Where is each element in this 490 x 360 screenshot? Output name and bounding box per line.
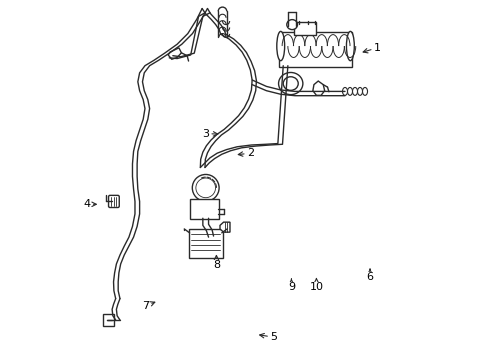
Text: 5: 5: [260, 332, 277, 342]
Polygon shape: [313, 81, 325, 95]
Text: 7: 7: [142, 301, 155, 311]
Ellipse shape: [347, 87, 352, 95]
Ellipse shape: [358, 87, 363, 95]
Polygon shape: [168, 48, 181, 59]
Ellipse shape: [279, 72, 303, 95]
Text: 3: 3: [202, 129, 218, 139]
FancyBboxPatch shape: [190, 199, 220, 219]
Ellipse shape: [346, 31, 354, 61]
Text: 8: 8: [213, 256, 220, 270]
Text: 4: 4: [84, 199, 97, 209]
Ellipse shape: [363, 87, 368, 95]
FancyBboxPatch shape: [109, 195, 119, 207]
Text: 2: 2: [238, 148, 254, 158]
FancyBboxPatch shape: [189, 229, 223, 257]
Ellipse shape: [287, 19, 297, 30]
Text: 6: 6: [367, 269, 373, 282]
Text: 9: 9: [288, 279, 295, 292]
Ellipse shape: [192, 175, 219, 201]
Polygon shape: [220, 222, 230, 232]
FancyBboxPatch shape: [294, 22, 316, 35]
Text: 1: 1: [363, 43, 381, 53]
Ellipse shape: [277, 31, 285, 61]
Text: 10: 10: [310, 279, 323, 292]
Ellipse shape: [352, 87, 358, 95]
Ellipse shape: [343, 87, 347, 95]
Ellipse shape: [283, 77, 298, 90]
FancyBboxPatch shape: [103, 314, 114, 326]
FancyBboxPatch shape: [279, 32, 352, 67]
Ellipse shape: [196, 178, 216, 198]
